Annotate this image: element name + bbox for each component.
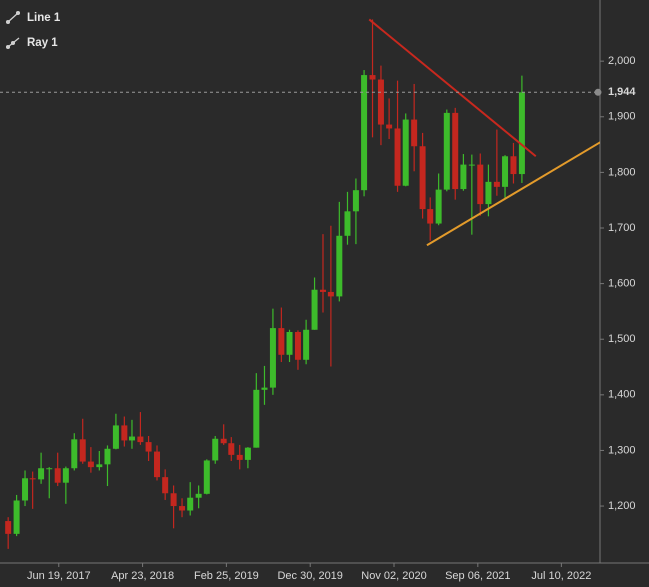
candle-body [294, 331, 301, 360]
candle-body [121, 425, 128, 441]
candle-body [228, 443, 235, 455]
candle-body [402, 119, 409, 186]
candle-body [286, 331, 293, 355]
candle-body [411, 119, 418, 147]
candle-body [244, 447, 251, 460]
candle-body [22, 478, 29, 501]
x-tick-label: Jun 19, 2017 [27, 570, 91, 582]
candle-body [427, 209, 434, 224]
candle-body [162, 477, 169, 494]
y-tick-label: 1,800 [608, 166, 636, 178]
plot-area [5, 18, 600, 549]
candle-body [236, 454, 243, 460]
candle-body [5, 521, 12, 534]
candle-body [386, 124, 393, 129]
y-tick-label: 1,200 [608, 500, 636, 512]
candle-body [319, 289, 326, 292]
candle-body [369, 75, 376, 80]
x-tick-label: Sep 06, 2021 [445, 570, 510, 582]
candle-body [518, 92, 525, 175]
candle-body [96, 464, 103, 468]
x-tick-label: Feb 25, 2019 [194, 570, 259, 582]
candle-body [361, 75, 368, 191]
x-tick-label: Jul 10, 2022 [531, 570, 591, 582]
candle-body [29, 478, 36, 480]
y-tick-label: 1,700 [608, 222, 636, 234]
candle-body [179, 506, 186, 511]
y-tick-label: 2,000 [608, 55, 636, 67]
candle-body [87, 461, 94, 468]
candle-body [278, 328, 285, 355]
candle-body [38, 468, 45, 480]
candle-body [145, 442, 152, 452]
candle-body [452, 112, 459, 190]
candle-body [269, 328, 276, 388]
candle-body [62, 468, 69, 483]
x-tick-label: Dec 30, 2019 [277, 570, 342, 582]
y-tick-label: 1,400 [608, 389, 636, 401]
candle-body [510, 156, 517, 175]
candle-body [493, 181, 500, 187]
candle-body [311, 289, 318, 330]
candle-body [352, 190, 359, 212]
candle-body [13, 500, 20, 534]
candle-body [195, 493, 202, 498]
legend: Line 1 Ray 1 [5, 10, 61, 50]
candle-body [460, 164, 467, 190]
candle-body [435, 189, 442, 224]
candle-body [344, 211, 351, 236]
candle-body [112, 425, 119, 449]
candle-body [336, 235, 343, 297]
candle-body [327, 291, 334, 297]
candle-body [128, 436, 135, 441]
candle-body [71, 439, 78, 469]
legend-ray-icon [5, 37, 20, 50]
y-tick-label: 1,900 [608, 111, 636, 123]
candle-body [303, 329, 310, 360]
candle-body [137, 436, 144, 443]
candle-body [253, 389, 260, 448]
candle-body [212, 438, 219, 461]
candle-body [220, 438, 227, 444]
candle-body [54, 468, 61, 483]
candle-body [261, 387, 268, 390]
candle-body [377, 79, 384, 125]
x-tick-label: Nov 02, 2020 [361, 570, 426, 582]
legend-label: Ray 1 [27, 37, 58, 49]
candle-body [104, 448, 111, 465]
candle-body [187, 497, 194, 511]
y-tick-label: 1,600 [608, 278, 636, 290]
x-tick-label: Apr 23, 2018 [111, 570, 174, 582]
candle-body [468, 164, 475, 166]
candle-body [170, 493, 177, 507]
candle-body [443, 112, 450, 190]
candle-body [46, 468, 53, 470]
candle-body [154, 451, 161, 478]
candle-body [477, 164, 484, 205]
candle-body [203, 460, 210, 494]
y-tick-label: 1,500 [608, 333, 636, 345]
last-price-dot [594, 88, 602, 96]
legend-line-icon [5, 10, 21, 25]
candle-body [419, 146, 426, 210]
last-price-label: 1,944 [608, 86, 636, 98]
y-tick-label: 1,300 [608, 444, 636, 456]
legend-label: Line 1 [27, 12, 61, 24]
trend-line [368, 18, 537, 158]
trend-line [426, 141, 600, 247]
candle-body [79, 439, 86, 462]
candle-body [394, 128, 401, 186]
candle-body [485, 181, 492, 205]
candle-body [502, 156, 509, 187]
